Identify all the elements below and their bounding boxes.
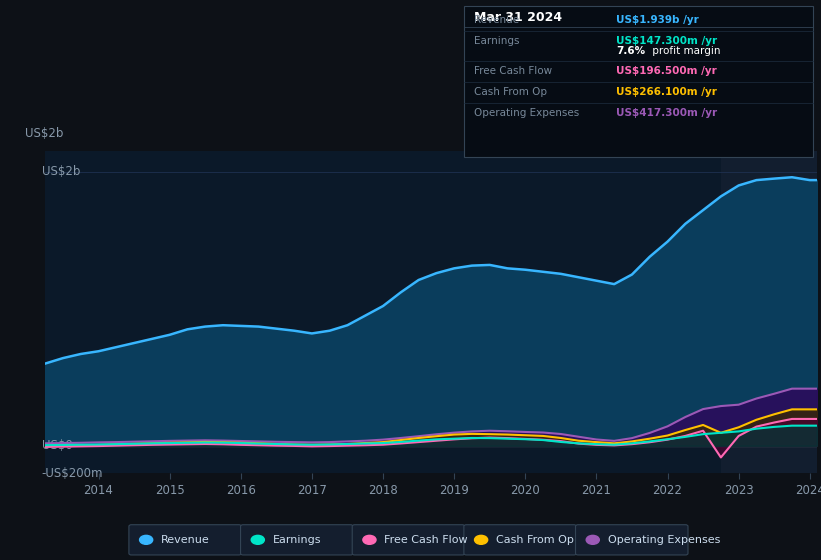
Text: US$196.500m /yr: US$196.500m /yr xyxy=(616,66,717,76)
Text: -US$200m: -US$200m xyxy=(42,466,103,480)
Text: Cash From Op: Cash From Op xyxy=(474,87,547,97)
Text: Revenue: Revenue xyxy=(161,535,209,545)
Text: 7.6%: 7.6% xyxy=(616,46,644,56)
Bar xyxy=(721,151,817,473)
Text: US$2b: US$2b xyxy=(25,127,63,140)
Text: US$2b: US$2b xyxy=(42,165,80,178)
Text: Free Cash Flow: Free Cash Flow xyxy=(474,66,552,76)
Text: US$1.939b /yr: US$1.939b /yr xyxy=(616,15,699,25)
Text: Cash From Op: Cash From Op xyxy=(496,535,574,545)
Text: Earnings: Earnings xyxy=(273,535,321,545)
Text: US$266.100m /yr: US$266.100m /yr xyxy=(616,87,717,97)
Text: Operating Expenses: Operating Expenses xyxy=(608,535,720,545)
Text: Operating Expenses: Operating Expenses xyxy=(474,108,579,118)
Text: Free Cash Flow: Free Cash Flow xyxy=(384,535,468,545)
Text: US$0: US$0 xyxy=(42,439,72,452)
Text: Earnings: Earnings xyxy=(474,36,519,46)
Text: US$417.300m /yr: US$417.300m /yr xyxy=(616,108,717,118)
Text: profit margin: profit margin xyxy=(649,46,720,56)
Text: US$147.300m /yr: US$147.300m /yr xyxy=(616,36,717,46)
Text: Mar 31 2024: Mar 31 2024 xyxy=(474,11,562,24)
Text: Revenue: Revenue xyxy=(474,15,519,25)
